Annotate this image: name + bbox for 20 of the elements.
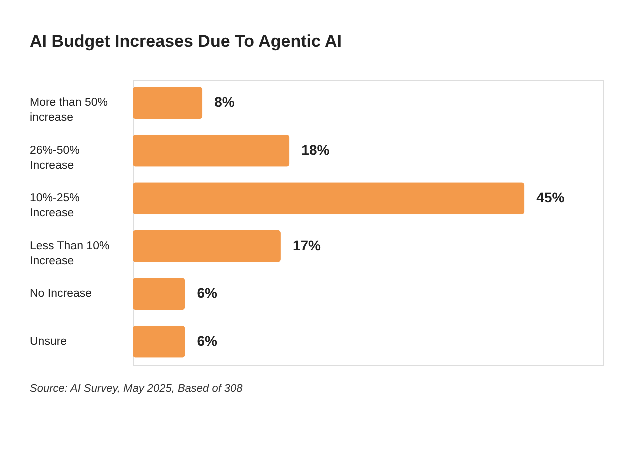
data-label: 17% [292,237,322,254]
y-tick-label: 26%-50% Increase [30,144,80,172]
y-tick-label: Unsure [30,336,68,348]
data-label: 6% [197,285,218,302]
bar [133,182,525,215]
y-tick-label: No Increase [30,288,92,300]
bar [133,230,281,262]
source-note: Source: AI Survey, May 2025, Based of 308 [30,383,244,395]
data-label: 18% [302,142,330,158]
y-tick-label: Less Than 10% Increase [30,240,110,268]
y-tick-label: More than 50% increase [30,97,108,124]
data-label: 45% [536,190,566,206]
bar [133,278,186,310]
bar [133,134,290,167]
bar [133,326,186,358]
y-tick-label: 10%-25% Increase [30,192,80,220]
bar [133,87,203,120]
chart-title: AI Budget Increases Due To Agentic AI [30,32,342,51]
data-label: 8% [214,94,236,110]
data-label: 6% [197,332,218,349]
